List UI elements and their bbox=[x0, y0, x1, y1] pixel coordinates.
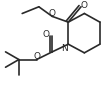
Text: O: O bbox=[81, 1, 88, 10]
Text: O: O bbox=[34, 52, 41, 61]
Text: O: O bbox=[48, 10, 55, 18]
Text: N: N bbox=[62, 43, 68, 53]
Text: O: O bbox=[43, 30, 50, 39]
